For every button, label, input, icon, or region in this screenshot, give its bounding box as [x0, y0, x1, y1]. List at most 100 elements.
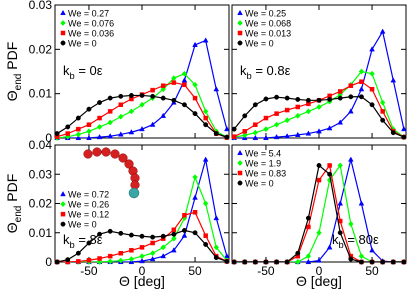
marker	[231, 134, 237, 139]
marker	[128, 256, 135, 263]
annotation-sub: b	[70, 71, 75, 81]
annotation: kb = 0.8ε	[240, 63, 291, 81]
marker	[117, 131, 124, 137]
legend-symbol	[60, 221, 66, 227]
legend-symbol	[237, 30, 243, 36]
annotation-sub: b	[247, 71, 252, 81]
marker	[263, 96, 269, 102]
marker	[359, 79, 364, 84]
marker	[128, 108, 135, 115]
marker	[160, 95, 166, 101]
marker	[54, 131, 60, 137]
marker	[118, 230, 124, 236]
legend-symbol	[60, 211, 66, 217]
y-tick-label: 0.01	[29, 87, 53, 101]
y-tick-label: 0	[45, 255, 52, 269]
annotation-sub: b	[70, 240, 75, 250]
annotation-rest: = 0ε	[75, 63, 103, 78]
y-axis-label-main: Θ	[4, 90, 20, 101]
y-axis-label-main: Θ	[4, 222, 20, 233]
legend-symbol	[237, 40, 243, 46]
annotation-main: k	[63, 63, 70, 78]
marker	[337, 162, 343, 169]
chain-bead	[101, 147, 111, 157]
marker	[160, 83, 166, 88]
marker	[316, 177, 322, 183]
marker	[107, 258, 113, 265]
marker	[171, 247, 177, 253]
marker	[295, 250, 301, 256]
x-tick-label: 50	[365, 264, 379, 278]
marker	[203, 115, 208, 121]
marker	[295, 112, 301, 119]
marker	[86, 134, 92, 141]
marker	[263, 126, 269, 133]
legend-symbol	[60, 191, 66, 197]
marker	[263, 259, 269, 265]
marker	[327, 163, 332, 168]
marker	[139, 92, 145, 98]
x-tick-label: -50	[80, 264, 98, 278]
marker	[107, 133, 113, 139]
legend-label: We = 0.068	[245, 19, 291, 29]
marker	[358, 94, 364, 100]
annotation-rest: = 80ε	[344, 232, 379, 247]
marker	[369, 46, 375, 52]
legend-label: We = 0.12	[68, 210, 109, 220]
marker	[273, 121, 280, 128]
marker	[107, 95, 113, 101]
legend-symbol	[60, 201, 66, 208]
marker	[274, 94, 280, 100]
marker	[305, 215, 311, 221]
annotation-main: k	[240, 63, 247, 78]
legend-label: We = 0.27	[68, 9, 109, 19]
marker	[171, 227, 177, 233]
marker	[306, 224, 311, 230]
marker	[202, 108, 209, 115]
marker	[326, 244, 333, 250]
marker	[75, 250, 81, 256]
marker	[337, 200, 344, 206]
marker	[358, 259, 364, 265]
marker	[65, 131, 70, 136]
marker	[213, 131, 219, 137]
marker	[54, 259, 60, 265]
marker	[348, 94, 354, 100]
marker	[252, 134, 259, 141]
marker	[358, 68, 365, 75]
marker	[231, 126, 237, 132]
legend-label: We = 0	[68, 220, 97, 230]
legend-symbol	[237, 149, 243, 156]
legend-label: We = 0.013	[245, 29, 291, 39]
marker	[379, 28, 386, 34]
marker	[253, 122, 258, 127]
legend-label: We = 1.9	[245, 159, 281, 169]
marker	[316, 163, 322, 168]
legend-symbol	[60, 20, 66, 26]
chain-bead	[124, 159, 134, 169]
marker	[86, 106, 92, 112]
marker	[295, 96, 301, 102]
marker	[305, 130, 312, 136]
marker	[263, 134, 269, 141]
annotation: kb = 0ε	[63, 63, 103, 81]
marker	[316, 257, 322, 263]
chain-bead	[110, 149, 120, 159]
marker	[171, 231, 177, 237]
legend-label: We = 0.83	[245, 169, 286, 179]
legend-symbol	[237, 160, 243, 166]
marker	[76, 126, 81, 132]
marker	[107, 253, 113, 259]
marker	[192, 95, 198, 101]
marker	[181, 70, 188, 77]
marker	[380, 109, 385, 114]
marker	[390, 259, 396, 265]
legend-symbol	[237, 170, 243, 176]
marker	[192, 41, 198, 47]
marker	[242, 113, 248, 119]
marker	[139, 253, 145, 260]
marker	[150, 93, 156, 99]
annotation-main: k	[63, 232, 70, 247]
chain-end	[128, 187, 140, 199]
